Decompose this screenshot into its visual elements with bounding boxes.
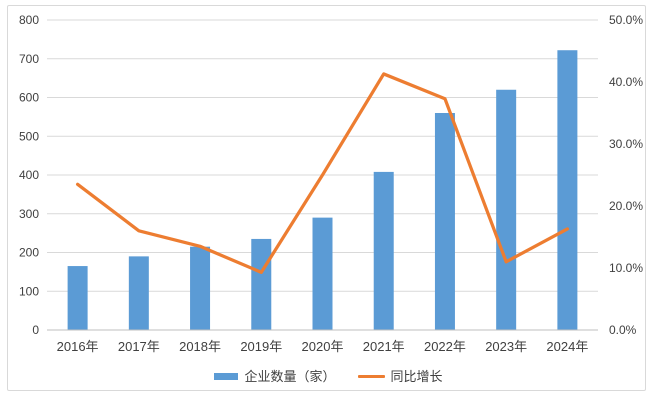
- y-axis-left-tick-label: 800: [19, 13, 39, 27]
- chart-frame: 0 100 200 300 400 500 600 700 800 0.0% 10.0% 20.0% 3…: [7, 5, 646, 391]
- bar: [496, 89, 517, 330]
- y-axis-left-tick-label: 100: [19, 284, 39, 298]
- x-axis-tick-label: 2022年: [424, 339, 466, 354]
- y-axis-left-tick-label: 300: [19, 207, 39, 221]
- bar: [557, 50, 578, 330]
- x-axis-tick-label: 2024年: [546, 339, 588, 354]
- y-axis-right-tick-label: 20.0%: [609, 199, 643, 213]
- bar: [251, 238, 272, 330]
- y-axis-left-tick-label: 200: [19, 246, 39, 260]
- legend: 企业数量（家） 同比增长: [1, 367, 655, 385]
- growth-line: [75, 72, 570, 274]
- bar: [373, 171, 394, 330]
- bar: [434, 113, 455, 330]
- legend-bar-label: 企业数量（家）: [244, 368, 336, 384]
- bar: [67, 266, 88, 330]
- y-axis-right-tick-label: 40.0%: [609, 75, 643, 89]
- legend-item-line: 同比增长: [357, 368, 443, 384]
- x-axis-tick-label: 2019年: [240, 339, 282, 354]
- y-axis-right-tick-label: 10.0%: [609, 261, 643, 275]
- bar: [128, 256, 149, 330]
- x-axis-tick-label: 2018年: [179, 339, 221, 354]
- y-axis-left-tick-label: 700: [19, 52, 39, 66]
- y-axis-left-tick-label: 0: [32, 323, 39, 337]
- legend-line-swatch-icon: [357, 374, 385, 378]
- y-axis-right-tick-label: 30.0%: [609, 137, 643, 151]
- y-axis-left-tick-label: 500: [19, 129, 39, 143]
- x-axis-tick-label: 2021年: [363, 339, 405, 354]
- y-axis-right-tick-label: 0.0%: [609, 323, 637, 337]
- x-axis-tick-label: 2023年: [485, 339, 527, 354]
- x-axis-tick-label: 2017年: [118, 339, 160, 354]
- bar: [312, 217, 333, 330]
- legend-item-bar: 企业数量（家）: [214, 368, 336, 384]
- bar: [190, 246, 211, 330]
- y-axis-left-tick-label: 600: [19, 91, 39, 105]
- x-axis-tick-label: 2016年: [57, 339, 99, 354]
- x-axis-tick-label: 2020年: [302, 339, 344, 354]
- y-axis-left-tick-label: 400: [19, 168, 39, 182]
- legend-line-label: 同比增长: [390, 368, 443, 384]
- legend-bar-swatch-icon: [214, 372, 239, 380]
- y-axis-right-tick-label: 50.0%: [609, 13, 643, 27]
